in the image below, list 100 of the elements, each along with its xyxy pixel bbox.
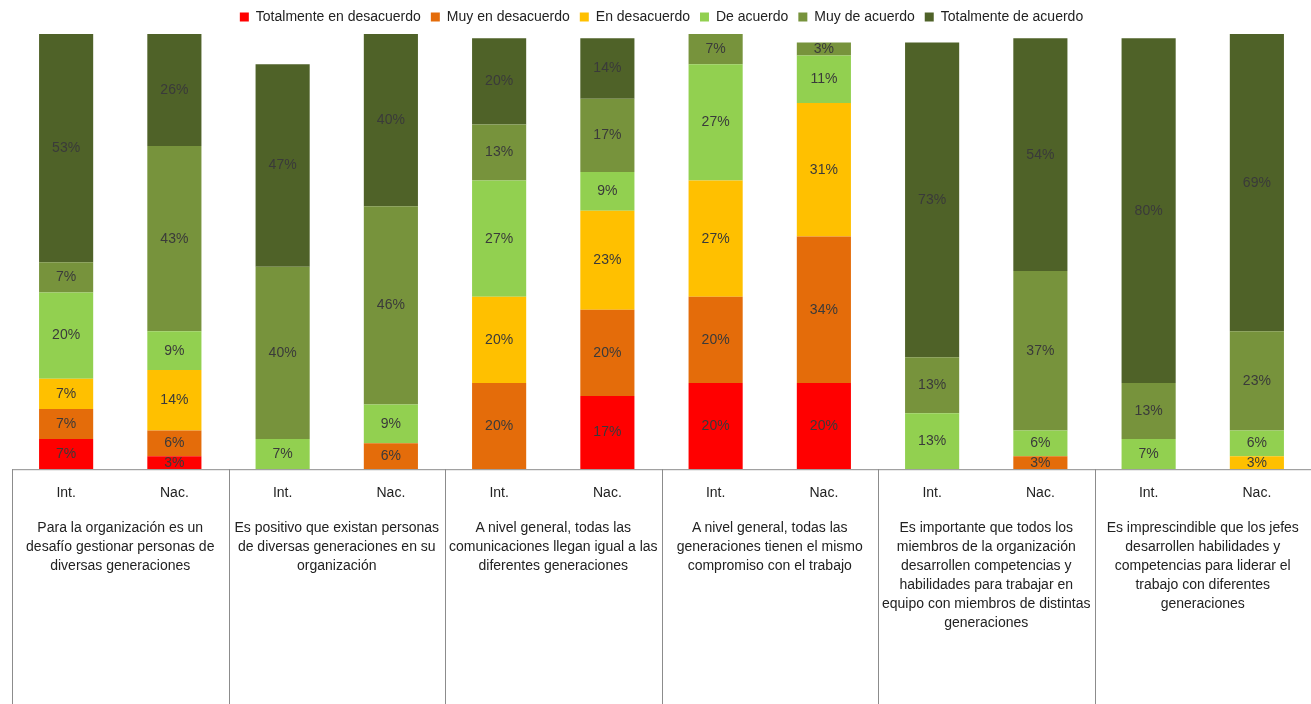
data-label: 20% (701, 330, 730, 347)
data-label: 13% (485, 143, 514, 160)
bar (255, 439, 310, 470)
text: Es positivo que existan personas de diversas generaciones en su organización (234, 519, 440, 574)
bar (1229, 34, 1284, 332)
data-label: 3% (813, 39, 834, 56)
bar (796, 102, 851, 237)
x-tick-label: Int. (272, 484, 293, 501)
bar (1229, 430, 1284, 457)
bar (472, 296, 527, 384)
bar (905, 357, 960, 414)
data-label: 7% (705, 39, 726, 56)
bar (363, 443, 418, 470)
x-tick-label: Nac. (159, 484, 189, 501)
bar (363, 34, 418, 207)
x-tick-label: Int. (922, 484, 942, 501)
data-label: 7% (56, 384, 77, 401)
legend-label: Muy en desacuerdo (446, 7, 571, 24)
data-label: 6% (1030, 434, 1051, 451)
data-label: 7% (56, 444, 77, 461)
x-tick-label: Nac. (376, 484, 406, 501)
data-label: 7% (56, 414, 77, 431)
bar (580, 98, 635, 172)
bar (580, 210, 635, 310)
bar (905, 42, 960, 358)
text: Es imprescindible que los jefes desarrollen habilidades y competencias para liderar el trabajo con diferentes generaciones (1106, 519, 1299, 612)
bar (580, 38, 635, 99)
bar (796, 236, 851, 384)
bar (580, 309, 635, 396)
data-label: 9% (380, 414, 401, 431)
bar (147, 331, 202, 371)
legend-label: De acuerdo (715, 7, 789, 24)
data-label: 3% (164, 453, 185, 470)
data-label: 13% (1134, 401, 1163, 418)
bar (39, 262, 94, 293)
data-label: 3% (1030, 453, 1051, 470)
bar (1121, 383, 1176, 440)
data-label: 20% (52, 326, 81, 343)
bar (1121, 439, 1176, 470)
bar (39, 378, 94, 409)
x-tick-label: Int. (1138, 484, 1159, 501)
x-tick-label: Nac. (592, 484, 622, 501)
data-label: 27% (485, 229, 514, 246)
x-tick-label: Nac. (809, 484, 839, 501)
data-label: 14% (160, 391, 189, 408)
bar (147, 146, 202, 332)
x-tick-label: Int. (489, 484, 509, 501)
data-label: 27% (701, 229, 730, 246)
text: A nivel general, todas las comunicaciones llegan igual a las diferentes generaciones (448, 519, 658, 574)
bar (147, 430, 202, 457)
data-label: 27% (701, 113, 730, 130)
data-label: 43% (160, 229, 189, 246)
data-label: 20% (485, 330, 514, 347)
data-label: 3% (1246, 453, 1267, 470)
bar (796, 55, 851, 103)
bar (688, 383, 743, 470)
bar (255, 64, 310, 267)
text: A nivel general, todas las generaciones tienen el mismo compromiso con el trabajo (676, 519, 863, 574)
data-label: 17% (593, 126, 622, 143)
bar (39, 292, 94, 379)
bar (580, 171, 635, 211)
bar (688, 296, 743, 384)
data-label: 23% (1242, 371, 1271, 388)
bar (1121, 38, 1176, 384)
x-tick-label: Nac. (1025, 484, 1055, 501)
x-tick-label: Nac. (1242, 484, 1272, 501)
data-label: 7% (272, 444, 293, 461)
bar (1013, 270, 1068, 431)
x-tick-label: Int. (705, 484, 726, 501)
data-label: 7% (1138, 444, 1159, 461)
data-label: 20% (485, 416, 514, 433)
data-label: 9% (164, 341, 185, 358)
text: Es importante que todos los miembros de la organización desarrollen competencias y habilidades para trabajar en equipo con miembros de distintas generaciones (881, 519, 1091, 631)
bar (147, 34, 202, 147)
data-label: 31% (809, 160, 838, 177)
bar (472, 383, 527, 470)
bar (39, 34, 94, 263)
bar (796, 383, 851, 470)
data-label: 20% (701, 416, 730, 433)
bar (1013, 430, 1068, 457)
bar (363, 404, 418, 444)
bar (1013, 38, 1068, 271)
bar (688, 34, 743, 65)
data-label: 13% (918, 376, 947, 393)
text: Para la organización es un desafío gestionar personas de diversas generaciones (26, 519, 215, 574)
data-label: 6% (380, 447, 401, 464)
bar (472, 124, 527, 181)
bar (1229, 331, 1284, 431)
data-label: 9% (597, 182, 618, 199)
bar (255, 266, 310, 440)
legend-label: Totalmente en desacuerdo (255, 7, 422, 24)
data-label: 6% (164, 434, 185, 451)
bar (39, 439, 94, 470)
data-label: 34% (809, 300, 838, 317)
data-label: 23% (593, 251, 622, 268)
bar (688, 64, 743, 181)
bar (472, 180, 527, 297)
bar (147, 370, 202, 431)
bar (39, 408, 94, 440)
data-label: 20% (809, 416, 838, 433)
